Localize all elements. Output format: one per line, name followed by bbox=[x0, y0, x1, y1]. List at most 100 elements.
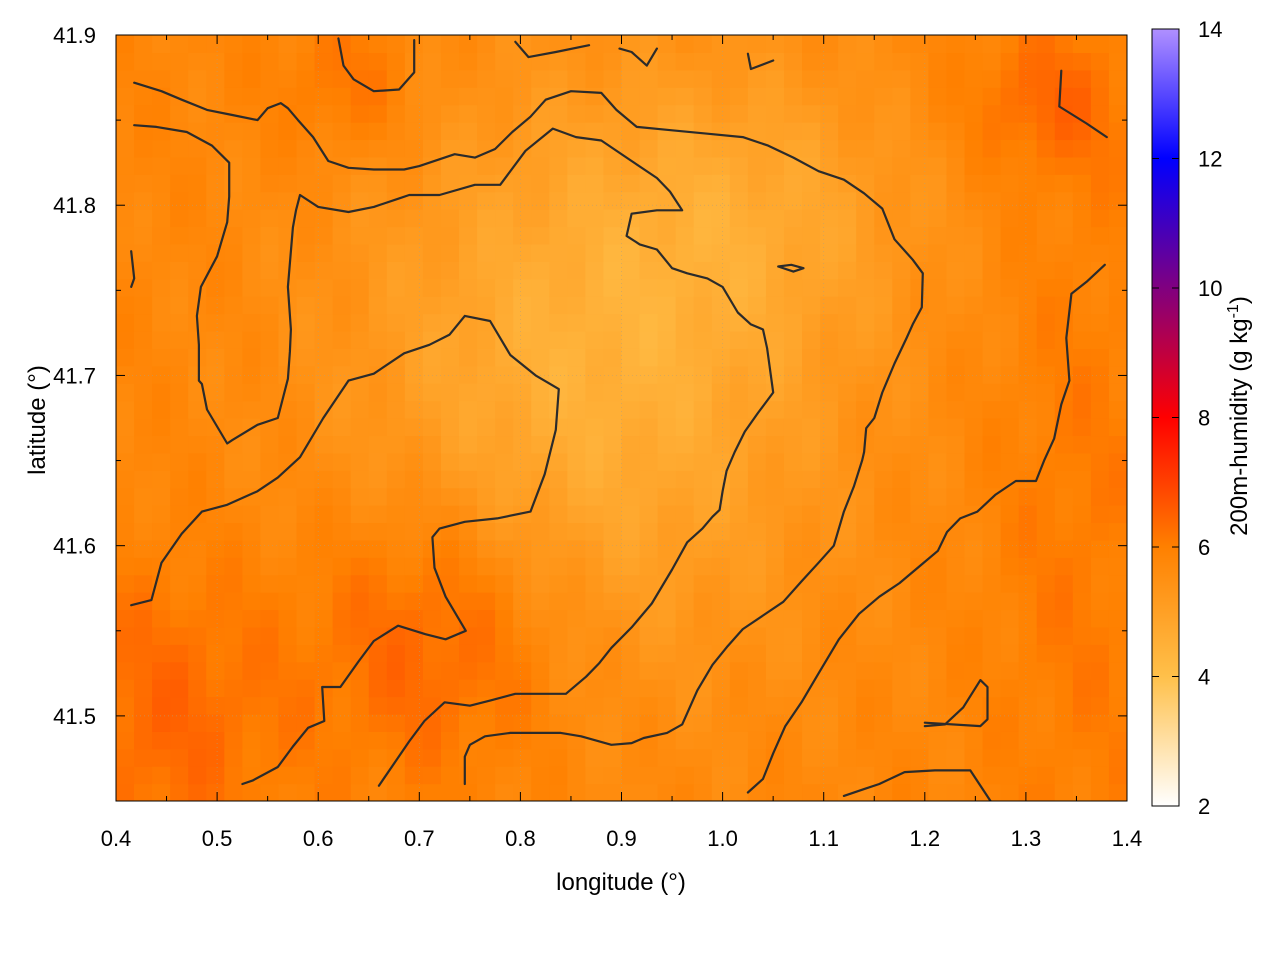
heatmap-cell bbox=[296, 783, 316, 801]
heatmap-cell bbox=[838, 104, 857, 123]
heatmap-cell bbox=[152, 261, 171, 280]
y-axis-title: latitude (°) bbox=[24, 365, 51, 475]
heatmap-cell bbox=[820, 400, 839, 419]
heatmap-cell bbox=[296, 626, 316, 645]
heatmap-cell bbox=[188, 35, 207, 54]
heatmap-cell bbox=[495, 278, 514, 297]
heatmap-cell bbox=[224, 766, 243, 785]
heatmap-cell bbox=[838, 278, 857, 297]
heatmap-cell bbox=[495, 487, 514, 506]
heatmap-cell bbox=[1000, 748, 1020, 767]
heatmap-cell bbox=[188, 52, 207, 71]
heatmap-cell bbox=[368, 731, 388, 750]
heatmap-cell bbox=[296, 330, 316, 349]
contour-line bbox=[1058, 69, 1108, 139]
heatmap-cell bbox=[1090, 209, 1110, 228]
heatmap-cell bbox=[874, 191, 893, 210]
heatmap-cell bbox=[1072, 383, 1092, 402]
heatmap-cell bbox=[459, 104, 478, 123]
heatmap-cell bbox=[314, 435, 334, 454]
heatmap-cell bbox=[982, 557, 1002, 576]
heatmap-cell bbox=[603, 191, 623, 210]
heatmap-cell bbox=[693, 243, 713, 262]
heatmap-cell bbox=[693, 661, 713, 680]
heatmap-cell bbox=[838, 592, 857, 611]
heatmap-cell bbox=[639, 731, 659, 750]
heatmap-cell bbox=[1108, 713, 1127, 732]
heatmap-cell bbox=[783, 296, 803, 315]
heatmap-cell bbox=[838, 296, 857, 315]
heatmap-cell bbox=[946, 522, 966, 541]
heatmap-cell bbox=[675, 783, 695, 801]
heatmap-cell bbox=[982, 539, 1002, 558]
heatmap-cell bbox=[675, 748, 695, 767]
heatmap-cell bbox=[170, 505, 189, 524]
heatmap-cell bbox=[874, 661, 893, 680]
heatmap-cell bbox=[802, 261, 821, 280]
heatmap-cell bbox=[693, 383, 713, 402]
heatmap-cell bbox=[1054, 383, 1074, 402]
heatmap-cell bbox=[1036, 139, 1056, 158]
heatmap-cell bbox=[928, 748, 948, 767]
heatmap-cell bbox=[170, 278, 189, 297]
heatmap-cell bbox=[531, 278, 550, 297]
heatmap-cell bbox=[224, 470, 243, 489]
heatmap-cell bbox=[116, 418, 135, 437]
heatmap-cell bbox=[332, 122, 352, 141]
heatmap-cell bbox=[802, 713, 821, 732]
heatmap-cell bbox=[585, 435, 605, 454]
heatmap-cell bbox=[603, 209, 623, 228]
heatmap-cell bbox=[802, 87, 821, 106]
heatmap-cell bbox=[802, 418, 821, 437]
heatmap-cell bbox=[675, 156, 695, 175]
heatmap-cell bbox=[477, 243, 496, 262]
colorbar-tick-label: 14 bbox=[1198, 17, 1222, 42]
heatmap-cell bbox=[1000, 539, 1020, 558]
heatmap-cell bbox=[404, 330, 424, 349]
heatmap-cell bbox=[134, 365, 153, 384]
heatmap-cell bbox=[657, 609, 677, 628]
heatmap-cell bbox=[116, 592, 135, 611]
heatmap-cell bbox=[585, 679, 605, 698]
heatmap-cell bbox=[1072, 330, 1092, 349]
heatmap-cell bbox=[928, 487, 948, 506]
heatmap-cell bbox=[765, 470, 785, 489]
heatmap-cell bbox=[585, 592, 605, 611]
heatmap-cell bbox=[549, 348, 568, 367]
heatmap-cell bbox=[1090, 679, 1110, 698]
heatmap-cell bbox=[350, 470, 370, 489]
contour-line bbox=[618, 47, 659, 67]
heatmap-cell bbox=[549, 418, 568, 437]
heatmap-cell bbox=[585, 348, 605, 367]
heatmap-cell bbox=[513, 748, 532, 767]
heatmap-cell bbox=[531, 365, 550, 384]
heatmap-cell bbox=[585, 713, 605, 732]
heatmap-cell bbox=[765, 452, 785, 471]
heatmap-cell bbox=[1072, 52, 1092, 71]
heatmap-cell bbox=[928, 505, 948, 524]
heatmap-cell bbox=[278, 313, 298, 332]
heatmap-cell bbox=[675, 313, 695, 332]
heatmap-cell bbox=[639, 296, 659, 315]
heatmap-cell bbox=[116, 435, 135, 454]
heatmap-cell bbox=[116, 35, 135, 54]
heatmap-cell bbox=[585, 209, 605, 228]
heatmap-cell bbox=[368, 487, 388, 506]
heatmap-cell bbox=[621, 661, 641, 680]
heatmap-cell bbox=[404, 383, 424, 402]
heatmap-cell bbox=[296, 557, 316, 576]
heatmap-cell bbox=[549, 505, 568, 524]
heatmap-cell bbox=[170, 748, 189, 767]
heatmap-cell bbox=[278, 487, 298, 506]
heatmap-cell bbox=[224, 296, 243, 315]
heatmap-cell bbox=[170, 731, 189, 750]
heatmap-cell bbox=[567, 87, 586, 106]
heatmap-cell bbox=[946, 574, 966, 593]
heatmap-cell bbox=[567, 418, 586, 437]
heatmap-cell bbox=[765, 592, 785, 611]
heatmap-cell bbox=[585, 609, 605, 628]
colorbar-tick-label: 10 bbox=[1198, 276, 1222, 301]
heatmap-cell bbox=[152, 487, 171, 506]
heatmap-cell bbox=[495, 661, 514, 680]
heatmap-cell bbox=[170, 522, 189, 541]
